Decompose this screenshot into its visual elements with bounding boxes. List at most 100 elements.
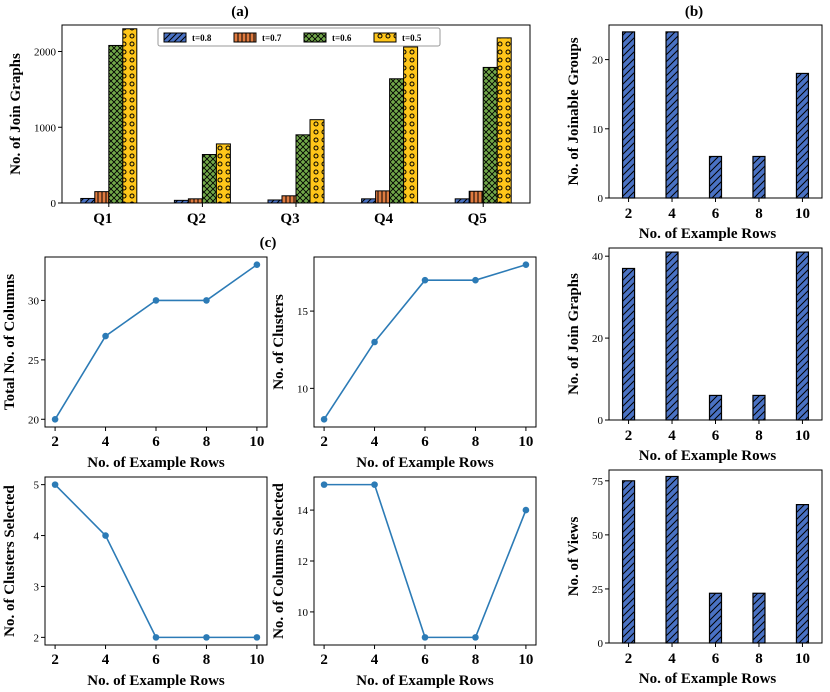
bar-Q2-t=0.8: [173, 199, 189, 204]
y-tick-label: 20: [592, 55, 604, 67]
data-point: [203, 634, 210, 641]
x-tick-label: 6: [421, 652, 429, 668]
x-tick-label: Q4: [374, 211, 394, 227]
x-tick-label: 6: [152, 434, 160, 450]
bar-Q1-t=0.6: [108, 44, 124, 204]
chart-b2: 0 20 40 2 4 6 8 10 No. of Example Rows No. of Joi…: [566, 247, 823, 464]
x-tick-label: 8: [472, 652, 480, 668]
bar-8: [752, 592, 766, 644]
series-line: [54, 484, 257, 639]
y-tick-label: 30: [28, 295, 40, 307]
y-axis-title: Total No. of Columns: [2, 274, 18, 410]
bar-Q3-t=0.6: [295, 134, 311, 204]
x-tick-label: 10: [518, 434, 533, 450]
chart-c3: 2 3 4 5 2 4 6 8 10 No. of Example Rows No. of Clus…: [2, 476, 268, 689]
plot-frame: [313, 476, 537, 646]
plot-frame: [44, 256, 268, 428]
y-tick-label: 14: [297, 505, 309, 517]
legend-swatch-t=0.5: [373, 32, 397, 43]
bar-2: [621, 480, 636, 644]
legend-label-t=0.5: t=0.5: [402, 33, 422, 43]
x-tick-label: 2: [625, 651, 633, 667]
bar-Q1-t=0.5: [122, 28, 138, 204]
x-tick-label: 6: [152, 652, 160, 668]
legend-label-t=0.8: t=0.8: [192, 33, 212, 43]
y-tick-label: 0: [51, 198, 57, 210]
bar-Q5-t=0.8: [454, 198, 470, 204]
bar-Q5-t=0.6: [482, 66, 498, 204]
x-tick-label: 8: [472, 434, 480, 450]
plot-frame: [44, 476, 268, 646]
y-tick-label: 0: [598, 638, 604, 650]
x-tick-label: 4: [668, 206, 676, 222]
x-axis-title: No. of Example Rows: [356, 673, 494, 689]
bar-Q2-t=0.6: [201, 154, 217, 204]
x-tick-label: Q5: [468, 211, 487, 227]
chart-c4: 10 12 14 2 4 6 8 10 No. of Example Rows No. of Co…: [271, 476, 537, 689]
bar-Q4-t=0.6: [389, 78, 405, 204]
bar-Q5-t=0.7: [468, 190, 484, 204]
y-axis-title: No. of Join Graphs: [566, 273, 582, 395]
data-point: [152, 297, 160, 304]
x-tick-label: 10: [249, 652, 264, 668]
y-tick-label: 0: [598, 193, 604, 205]
y-tick-label: 40: [592, 251, 604, 263]
y-axis-title: No. of Views: [566, 517, 582, 597]
x-tick-label: 2: [320, 652, 328, 668]
data-point: [421, 276, 429, 284]
panel-label-a: (a): [231, 4, 249, 20]
y-tick-label: 10: [297, 607, 309, 619]
bar-Q4-t=0.5: [403, 46, 419, 204]
x-tick-label: 8: [755, 651, 763, 667]
x-tick-label: 4: [102, 652, 110, 668]
bar-2: [621, 267, 636, 421]
x-tick-label: 10: [518, 652, 533, 668]
x-tick-label: Q1: [93, 211, 112, 227]
chart-c1: 20 25 30 2 4 6 8 10 No. of Example Rows Total No.…: [2, 256, 268, 471]
x-axis-title: No. of Example Rows: [356, 455, 494, 471]
data-point: [253, 261, 261, 269]
chart-b3: 0 25 50 75 2 4 6 8 10 No. of Example Rows No. of V…: [566, 469, 823, 687]
y-tick-label: 50: [592, 530, 604, 542]
y-tick-label: 3: [34, 581, 40, 593]
chart-a: 0 1000 2000 Q1 Q2 Q3 Q4 Q5 No. of Join Graphs t=0…: [8, 24, 531, 227]
data-point: [472, 634, 479, 641]
y-axis-title: No. of Joinable Groups: [566, 37, 582, 185]
x-tick-label: 10: [249, 434, 264, 450]
legend-swatch-t=0.7: [233, 32, 257, 43]
y-tick-label: 5: [34, 480, 40, 492]
data-point: [320, 415, 328, 423]
x-tick-label: 4: [371, 434, 379, 450]
y-tick-label: 12: [297, 556, 308, 568]
series-line: [54, 264, 258, 420]
bar-4: [665, 251, 679, 421]
y-tick-label: 25: [28, 355, 40, 367]
bar-8: [752, 394, 766, 421]
bar-Q4-t=0.7: [375, 190, 391, 204]
y-axis-title: No. of Clusters Selected: [2, 485, 18, 637]
bar-Q4-t=0.8: [361, 198, 377, 204]
x-tick-label: 4: [668, 428, 676, 444]
y-tick-label: 2000: [34, 47, 57, 59]
x-tick-label: 4: [102, 434, 110, 450]
x-tick-label: 6: [421, 434, 429, 450]
y-axis-title: No. of Columns Selected: [271, 482, 287, 638]
data-point: [253, 634, 261, 641]
x-axis-title: No. of Example Rows: [639, 671, 777, 687]
bar-Q3-t=0.7: [281, 195, 297, 204]
x-tick-label: Q3: [280, 211, 299, 227]
x-tick-label: 8: [203, 652, 211, 668]
x-tick-label: 2: [51, 652, 59, 668]
data-point: [371, 481, 378, 488]
chart-c2: 10 15 2 4 6 8 10 No. of Example Rows No. of Clus…: [271, 256, 537, 471]
series-line: [323, 263, 527, 420]
bar-4: [665, 31, 679, 199]
y-tick-label: 2: [34, 632, 40, 644]
y-tick-label: 10: [592, 124, 604, 136]
plot-frame: [608, 247, 823, 421]
bar-Q2-t=0.5: [215, 143, 231, 204]
bar-6: [708, 155, 723, 199]
bar-10: [795, 504, 810, 644]
bar-6: [708, 394, 723, 421]
bar-Q2-t=0.7: [187, 198, 203, 204]
